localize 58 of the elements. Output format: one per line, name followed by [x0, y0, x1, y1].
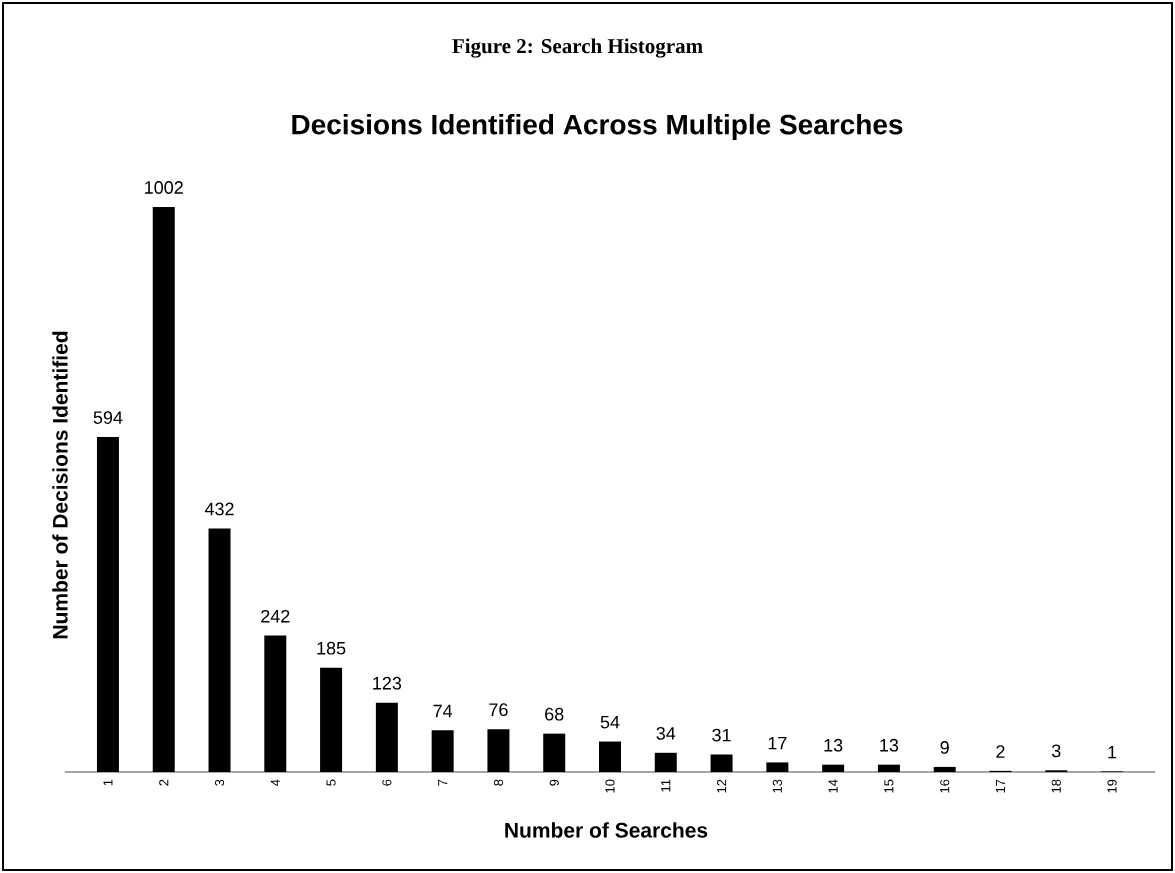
- data-label: 34: [656, 726, 676, 740]
- x-tick-label: 16: [940, 779, 950, 793]
- x-tick-label: 13: [772, 779, 782, 793]
- x-tick-label: 15: [884, 779, 894, 793]
- data-label: 1002: [145, 181, 183, 194]
- data-label: 594: [93, 411, 123, 424]
- bar: [933, 766, 956, 772]
- data-label: 31: [712, 728, 731, 742]
- bar: [710, 754, 733, 772]
- x-tick-label: 8: [493, 779, 504, 786]
- bar: [264, 635, 287, 772]
- x-tick-label: 14: [828, 779, 838, 793]
- x-tick-label: 3: [214, 779, 225, 786]
- x-tick-label: 19: [1107, 779, 1117, 793]
- data-label: 1: [1108, 745, 1117, 759]
- data-label: 185: [317, 641, 346, 655]
- data-label: 242: [261, 609, 290, 623]
- bar: [599, 741, 621, 772]
- data-label: 74: [433, 704, 453, 718]
- bar: [822, 764, 845, 772]
- x-tick-label: 9: [549, 779, 559, 786]
- y-axis-title: Number of Decisions Identified: [52, 331, 68, 639]
- x-tick-label: 11: [661, 779, 671, 792]
- x-tick-label: 1: [103, 779, 113, 786]
- bar: [487, 729, 510, 772]
- bar: [96, 437, 119, 772]
- x-tick-label: 4: [270, 779, 280, 786]
- x-axis-title: Number of Searches: [505, 822, 708, 838]
- data-label: 13: [824, 738, 843, 752]
- data-label: 17: [768, 736, 787, 750]
- bar: [152, 206, 175, 772]
- x-tick-label: 12: [717, 779, 727, 793]
- x-tick-label: 10: [605, 779, 615, 793]
- x-tick-label: 6: [382, 779, 392, 786]
- bar: [320, 667, 343, 772]
- data-label: 123: [373, 676, 402, 690]
- x-tick-label: 2: [159, 779, 169, 786]
- bar: [654, 752, 677, 772]
- bar: [543, 733, 566, 772]
- bar: [877, 764, 900, 772]
- bar: [208, 528, 231, 772]
- chart-title: Figure 2: Search Histogram: [452, 38, 703, 58]
- data-label: 76: [489, 703, 508, 717]
- data-label: 432: [204, 502, 234, 516]
- x-tick-label: 7: [438, 779, 448, 786]
- bar: [375, 702, 398, 772]
- bar: [431, 730, 454, 772]
- data-label: 68: [545, 707, 564, 721]
- bar: [766, 762, 789, 772]
- data-label: 13: [880, 738, 899, 752]
- data-label: 2: [996, 745, 1005, 758]
- chart-subtitle: Decisions Identified Across Multiple Searches: [292, 113, 903, 141]
- x-tick-label: 5: [326, 779, 336, 786]
- x-tick-label: 18: [1051, 779, 1061, 793]
- x-tick-label: 17: [996, 779, 1005, 793]
- data-label: 54: [600, 715, 620, 729]
- data-label: 3: [1051, 744, 1061, 758]
- data-label: 9: [940, 741, 949, 754]
